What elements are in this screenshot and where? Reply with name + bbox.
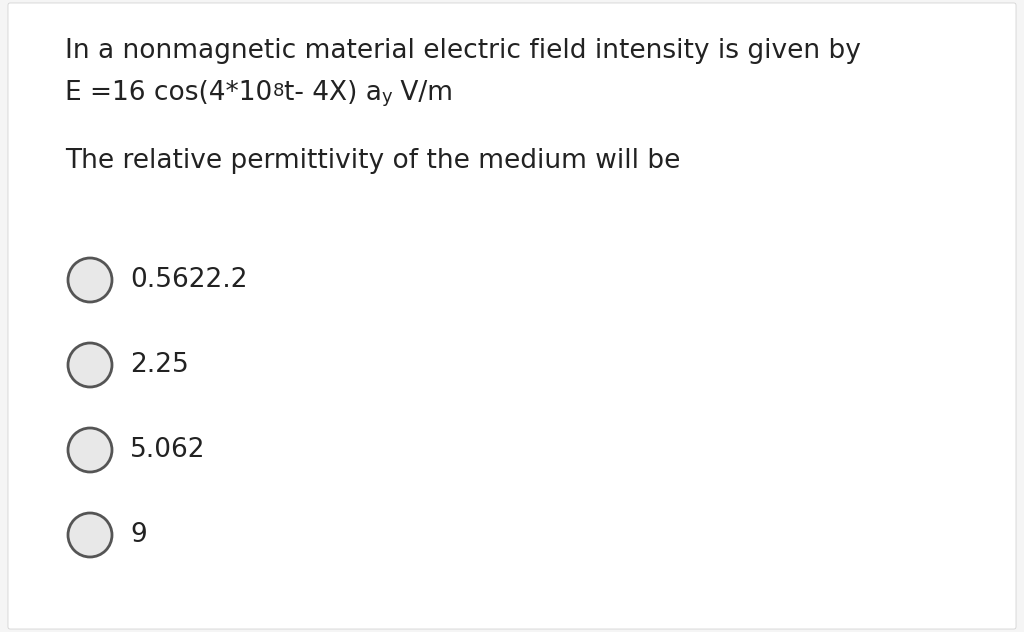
Text: t- 4X) a: t- 4X) a [284,80,382,106]
Text: 0.5622.2: 0.5622.2 [130,267,248,293]
Circle shape [68,258,112,302]
Circle shape [68,428,112,472]
Text: 5.062: 5.062 [130,437,206,463]
Text: y: y [382,88,392,106]
Text: V/m: V/m [392,80,454,106]
Text: 8: 8 [272,82,284,100]
Circle shape [68,343,112,387]
Text: 2.25: 2.25 [130,352,188,378]
Circle shape [68,513,112,557]
Text: 9: 9 [130,522,146,548]
Text: In a nonmagnetic material electric field intensity is given by: In a nonmagnetic material electric field… [65,38,861,64]
Text: E =16 cos(4*10: E =16 cos(4*10 [65,80,272,106]
FancyBboxPatch shape [8,3,1016,629]
Text: The relative permittivity of the medium will be: The relative permittivity of the medium … [65,148,680,174]
